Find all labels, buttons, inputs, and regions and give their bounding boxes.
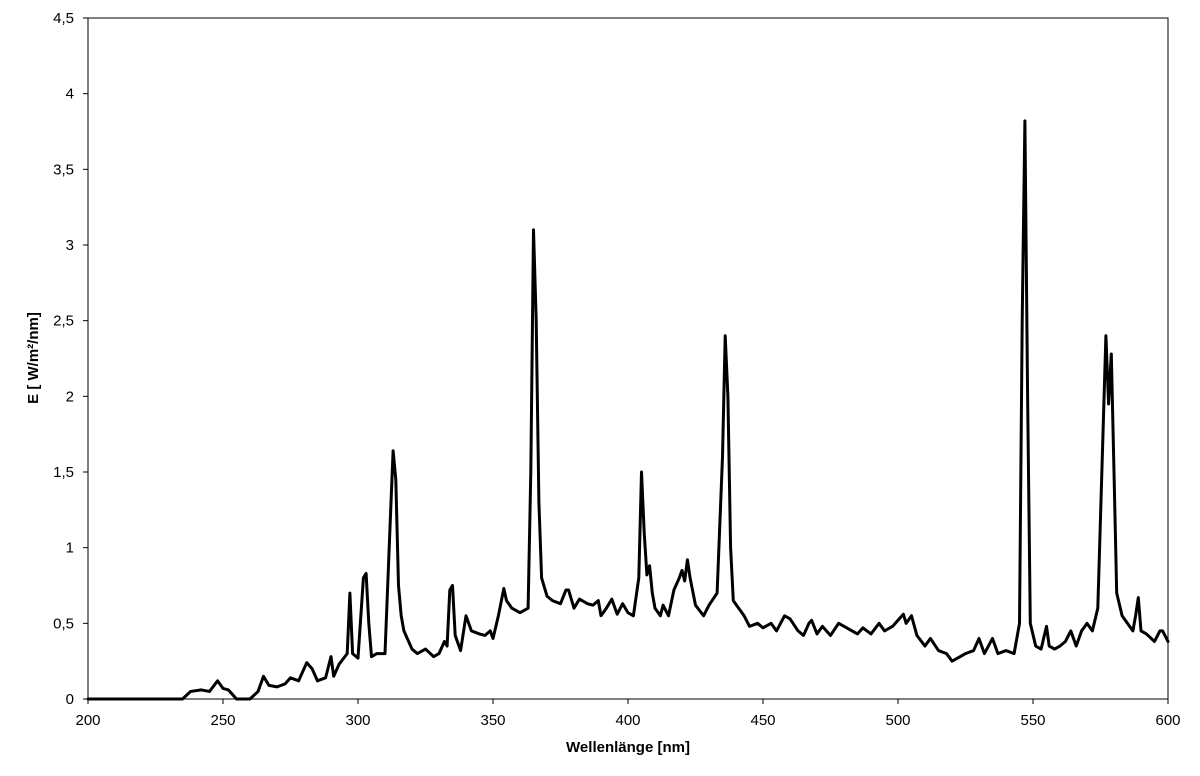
- x-tick-label: 350: [480, 712, 505, 729]
- x-tick-label: 400: [615, 712, 640, 729]
- y-tick-label: 3,5: [53, 161, 74, 178]
- x-tick-label: 500: [885, 712, 910, 729]
- x-tick-label: 550: [1020, 712, 1045, 729]
- x-axis: 200 250 300 350 400 450 500 550 600: [75, 699, 1181, 729]
- x-axis-title: Wellenlänge [nm]: [566, 739, 690, 756]
- y-tick-label: 2,5: [53, 313, 74, 330]
- x-tick-label: 300: [345, 712, 370, 729]
- plot-area: [87, 17, 1169, 700]
- x-tick-label: 450: [750, 712, 775, 729]
- y-tick-label: 4: [66, 86, 74, 103]
- y-tick-label: 1: [66, 540, 74, 557]
- y-tick-label: 0: [66, 691, 74, 708]
- y-tick-label: 0,5: [53, 615, 74, 632]
- y-axis: 0 0,5 1 1,5 2 2,5 3 3,5 4 4,5: [53, 10, 88, 708]
- x-tick-label: 250: [210, 712, 235, 729]
- y-tick-label: 1,5: [53, 464, 74, 481]
- series-line: [86, 119, 1170, 701]
- y-tick-label: 3: [66, 237, 74, 254]
- x-tick-label: 600: [1155, 712, 1180, 729]
- y-tick-label: 4,5: [53, 10, 74, 27]
- y-axis-title: E [ W/m²/nm]: [25, 312, 42, 404]
- y-tick-label: 2: [66, 388, 74, 405]
- x-tick-label: 200: [75, 712, 100, 729]
